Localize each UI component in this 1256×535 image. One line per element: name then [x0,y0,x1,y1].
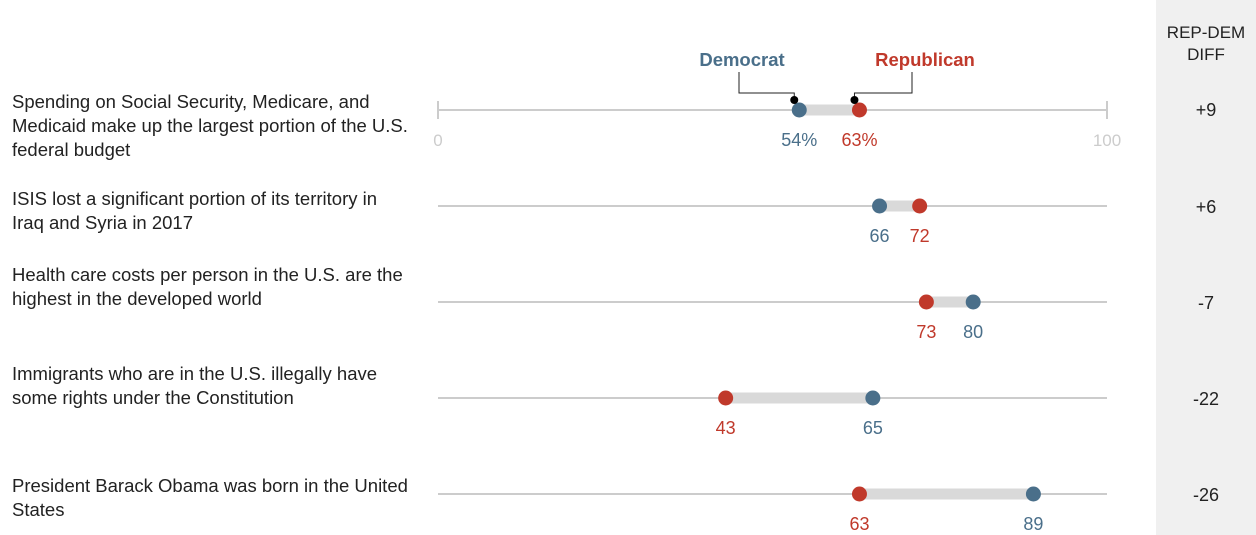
republican-value-label-2: 72 [910,226,930,246]
diff-value-1: +9 [1195,100,1217,120]
republican-value-label-3: 73 [916,322,936,342]
republican-legend-connector [853,72,913,100]
row-label-2: ISIS lost a significant portion of its t… [12,188,378,233]
row-label-5: President Barack Obama was born in the U… [12,475,408,520]
democrat-value-label-4: 65 [863,418,883,438]
republican-value-label-1: 63% [841,130,877,150]
diff-column-header: REP-DEM DIFF [1156,22,1256,66]
republican-dot-4 [718,390,734,406]
diff-value-2: +6 [1195,197,1217,217]
diff-column-background [1156,0,1256,535]
democrat-value-label-3: 80 [963,322,983,342]
legend-republican: Republican [875,49,975,70]
democrat-dot-3 [965,294,981,310]
democrat-dot-2 [872,198,888,214]
diff-value-4: -22 [1192,389,1219,409]
republican-dot-2 [912,198,928,214]
diff-value-5: -26 [1192,485,1219,505]
diff-header-line-2: DIFF [1187,45,1225,64]
democrat-value-label-2: 66 [870,226,890,246]
republican-dot-3 [918,294,934,310]
democrat-dot-4 [865,390,881,406]
republican-legend-pointer-dot [850,96,859,104]
row-label-3: Health care costs per person in the U.S.… [12,264,403,309]
democrat-legend-pointer-dot [790,96,799,104]
republican-dot-1 [851,102,867,118]
axis-tick-label-min: 0 [433,131,442,150]
democrat-dot-5 [1025,486,1041,502]
row-label-4: Immigrants who are in the U.S. illegally… [12,363,378,408]
republican-value-label-4: 43 [716,418,736,438]
democrat-dot-1 [791,102,807,118]
republican-value-label-5: 63 [849,514,869,534]
democrat-legend-connector [738,72,795,100]
diff-header-line-1: REP-DEM [1166,23,1246,42]
row-label-1: Spending on Social Security, Medicare, a… [12,91,408,160]
democrat-value-label-5: 89 [1023,514,1043,534]
legend-democrat: Democrat [699,49,784,70]
axis-tick-label-max: 100 [1093,131,1121,150]
democrat-value-label-1: 54% [781,130,817,150]
republican-dot-5 [851,486,867,502]
diff-value-3: -7 [1197,293,1214,313]
